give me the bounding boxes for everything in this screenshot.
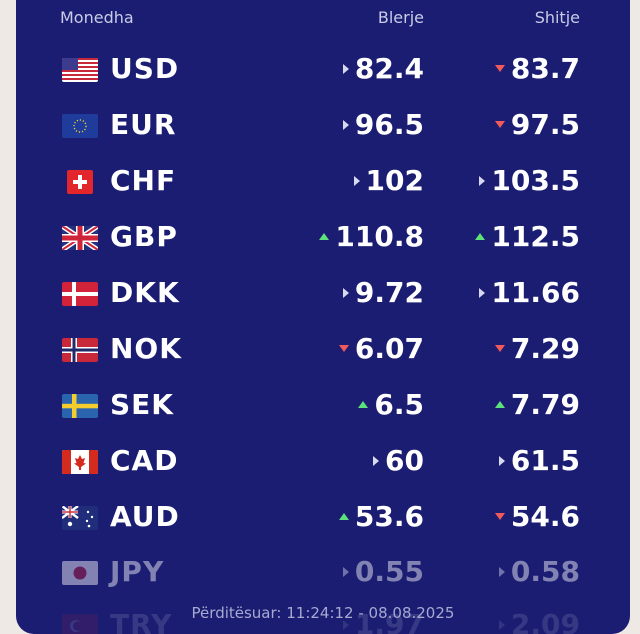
trend-icon <box>494 345 505 352</box>
trend-icon <box>342 619 349 630</box>
buy-value: 1.97 <box>342 608 424 634</box>
currency-code: EUR <box>110 108 177 141</box>
sell-value: 61.5 <box>498 444 580 477</box>
tr-flag-icon <box>62 614 98 634</box>
buy-value: 110.8 <box>319 220 424 253</box>
currency-code: SEK <box>110 388 174 421</box>
header-currency: Monedha <box>60 8 134 27</box>
trend-icon <box>498 619 505 630</box>
header-buy: Blerje <box>377 8 424 27</box>
buy-value: 53.6 <box>338 500 424 533</box>
buy-value: 6.5 <box>358 388 424 421</box>
trend-icon <box>319 233 330 240</box>
currency-code: GBP <box>110 220 178 253</box>
sell-value: 83.7 <box>494 52 580 85</box>
sell-value: 7.29 <box>494 332 580 365</box>
rate-row-nok: NOK 6.07 7.29 <box>16 322 630 378</box>
se-flag-icon <box>62 394 98 418</box>
buy-value: 60 <box>373 444 424 477</box>
buy-value: 6.07 <box>338 332 424 365</box>
trend-icon <box>342 119 349 130</box>
currency-code: CAD <box>110 444 179 477</box>
trend-icon <box>338 513 349 520</box>
no-flag-icon <box>62 338 98 362</box>
sell-value: 11.66 <box>479 276 580 309</box>
trend-icon <box>479 287 486 298</box>
eu-flag-icon <box>62 114 98 138</box>
rate-row-usd: USD 82.4 83.7 <box>16 42 630 98</box>
currency-code: TRY <box>110 608 173 634</box>
trend-icon <box>494 401 505 408</box>
buy-value: 82.4 <box>342 52 424 85</box>
us-flag-icon <box>62 58 98 82</box>
rate-row-aud: AUD 53.6 54.6 <box>16 490 630 546</box>
trend-icon <box>373 455 380 466</box>
trend-icon <box>494 513 505 520</box>
sell-value: 54.6 <box>494 500 580 533</box>
trend-icon <box>353 175 360 186</box>
trend-icon <box>498 455 505 466</box>
buy-value: 96.5 <box>342 108 424 141</box>
trend-icon <box>494 121 505 128</box>
rate-row-gbp: GBP 110.8 112.5 <box>16 210 630 266</box>
ca-flag-icon <box>62 450 98 474</box>
rate-row-cad: CAD 60 61.5 <box>16 434 630 490</box>
sell-value: 7.79 <box>494 388 580 421</box>
trend-icon <box>338 345 349 352</box>
currency-code: NOK <box>110 332 182 365</box>
buy-value: 0.55 <box>342 555 424 588</box>
dk-flag-icon <box>62 282 98 306</box>
au-flag-icon <box>62 506 98 530</box>
trend-icon <box>498 566 505 577</box>
currency-code: AUD <box>110 500 180 533</box>
trend-icon <box>358 401 369 408</box>
trend-icon <box>494 65 505 72</box>
sell-value: 103.5 <box>479 164 580 197</box>
trend-icon <box>342 287 349 298</box>
trend-icon <box>342 566 349 577</box>
trend-icon <box>475 233 486 240</box>
gb-flag-icon <box>62 226 98 250</box>
sell-value: 97.5 <box>494 108 580 141</box>
currency-code: USD <box>110 52 180 85</box>
header-sell: Shitje <box>534 8 580 27</box>
jp-flag-icon <box>62 561 98 585</box>
sell-value: 0.58 <box>498 555 580 588</box>
currency-code: CHF <box>110 164 177 197</box>
currency-code: JPY <box>110 555 165 588</box>
rate-row-try: TRY 1.97 2.09 <box>16 598 630 634</box>
ch-flag-icon <box>67 170 93 194</box>
rate-row-sek: SEK 6.5 7.79 <box>16 378 630 434</box>
rate-row-eur: EUR 96.5 97.5 <box>16 98 630 154</box>
last-updated-text: Përditësuar: 11:24:12 - 08.08.2025 <box>191 604 455 622</box>
rate-row-jpy: JPY 0.55 0.58 <box>16 545 630 601</box>
buy-value: 9.72 <box>342 276 424 309</box>
buy-value: 102 <box>353 164 424 197</box>
trend-icon <box>479 175 486 186</box>
sell-value: 2.09 <box>498 608 580 634</box>
sell-value: 112.5 <box>475 220 580 253</box>
trend-icon <box>342 63 349 74</box>
rate-row-dkk: DKK 9.72 11.66 <box>16 266 630 322</box>
rate-row-chf: CHF 102 103.5 <box>16 154 630 210</box>
currency-code: DKK <box>110 276 180 309</box>
exchange-rates-panel: Monedha Blerje Shitje USD 82.4 83.7 EUR … <box>16 0 630 634</box>
